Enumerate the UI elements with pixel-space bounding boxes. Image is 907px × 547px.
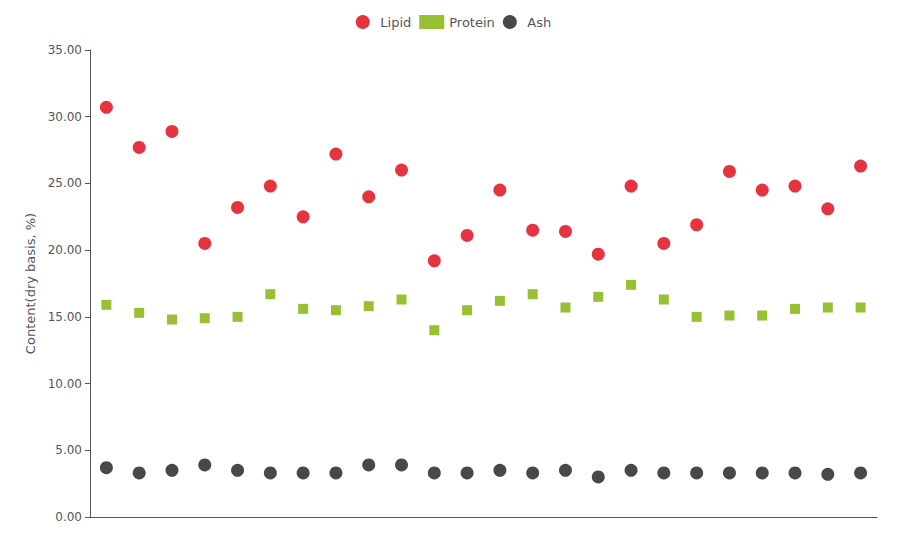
svg-text:10.00: 10.00	[48, 377, 82, 391]
svg-text:Content(dry basis, %): Content(dry basis, %)	[23, 213, 38, 354]
svg-text:20.00: 20.00	[48, 243, 82, 257]
svg-text:35.00: 35.00	[48, 43, 82, 57]
svg-text:25.00: 25.00	[48, 176, 82, 190]
svg-text:Ash: Ash	[527, 15, 551, 30]
svg-text:0.00: 0.00	[55, 510, 82, 524]
svg-text:Protein: Protein	[449, 15, 495, 30]
svg-text:5.00: 5.00	[55, 443, 82, 457]
svg-text:15.00: 15.00	[48, 310, 82, 324]
svg-text:Lipid: Lipid	[380, 15, 411, 30]
svg-text:30.00: 30.00	[48, 110, 82, 124]
